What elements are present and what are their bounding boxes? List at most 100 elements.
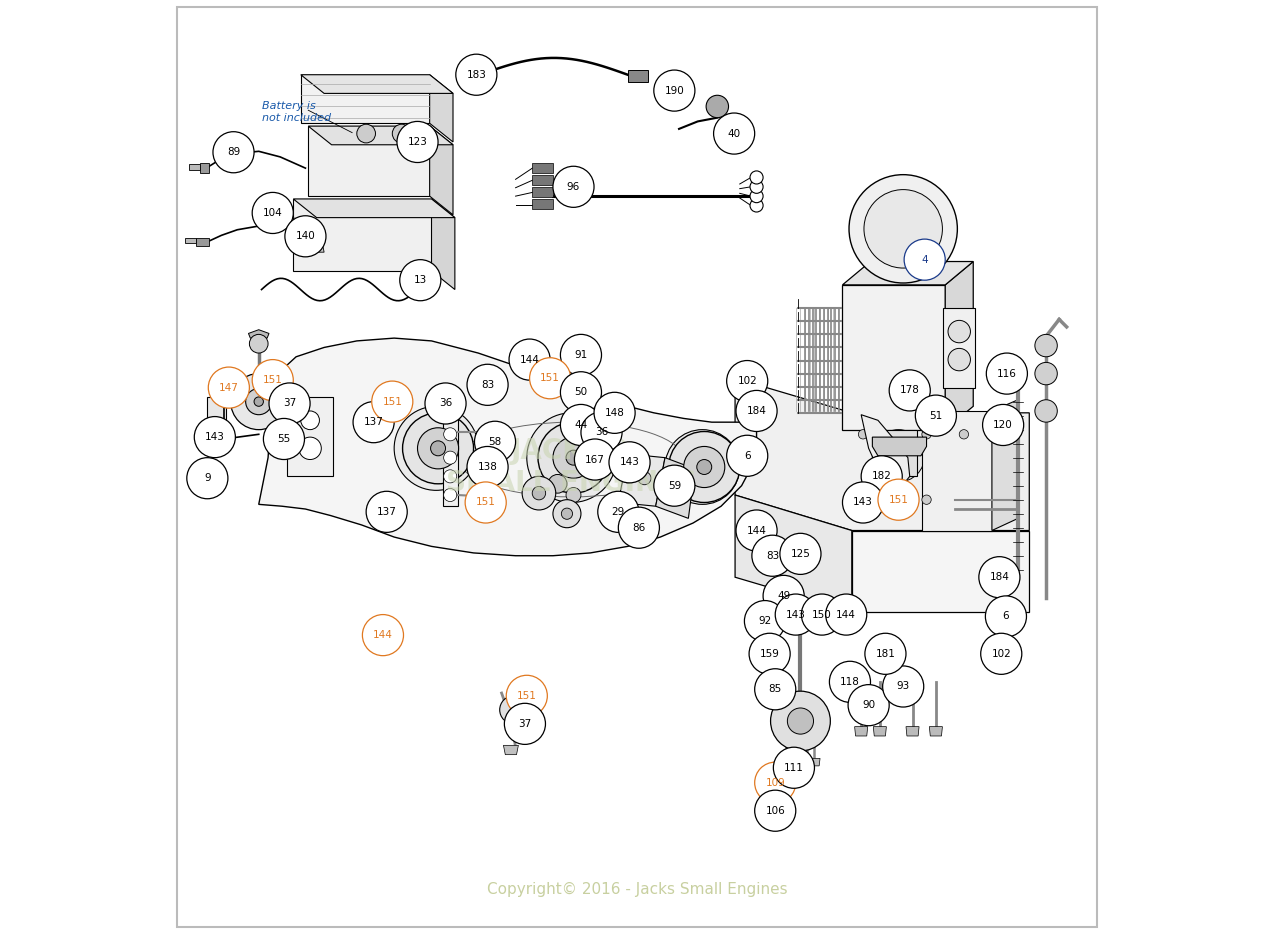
Circle shape [443,428,457,441]
Circle shape [609,442,650,483]
Text: 13: 13 [414,276,427,285]
Circle shape [829,661,870,702]
Polygon shape [185,238,196,243]
Circle shape [506,675,548,716]
Polygon shape [945,262,973,430]
Text: 44: 44 [575,420,587,430]
Text: 123: 123 [408,137,428,147]
Polygon shape [801,758,813,766]
Polygon shape [943,308,975,388]
Circle shape [726,361,768,402]
Circle shape [826,594,866,635]
Text: 151: 151 [262,375,283,385]
Circle shape [553,437,594,478]
Circle shape [561,334,601,375]
Text: 144: 144 [520,355,539,364]
Circle shape [982,404,1024,446]
Circle shape [530,358,571,399]
Circle shape [397,121,438,163]
Polygon shape [489,426,498,437]
Circle shape [213,132,254,173]
Polygon shape [861,415,910,490]
Circle shape [669,432,740,502]
Text: 144: 144 [836,610,856,619]
Polygon shape [852,531,1029,612]
Text: 181: 181 [875,649,896,658]
Circle shape [522,476,555,510]
Polygon shape [443,418,457,506]
Polygon shape [432,199,455,290]
Text: 37: 37 [283,399,296,408]
Polygon shape [735,378,1029,531]
Polygon shape [429,126,454,215]
Text: 184: 184 [990,573,1009,582]
Circle shape [426,383,466,424]
Polygon shape [301,75,429,123]
Text: 118: 118 [840,677,860,686]
Circle shape [357,124,376,143]
Circle shape [883,666,924,707]
Polygon shape [809,758,820,766]
Circle shape [194,417,236,458]
Circle shape [859,495,868,504]
Circle shape [754,790,796,831]
Circle shape [948,320,971,343]
Polygon shape [293,199,432,271]
Circle shape [264,418,304,460]
Circle shape [638,472,651,485]
Text: 120: 120 [994,420,1013,430]
Circle shape [208,367,250,408]
Circle shape [706,95,729,118]
Polygon shape [906,727,919,736]
Circle shape [654,70,694,111]
Polygon shape [293,199,455,218]
Text: 151: 151 [888,495,908,504]
Text: 91: 91 [575,350,587,360]
Circle shape [736,390,777,432]
Text: 109: 109 [766,778,785,787]
Text: 151: 151 [475,498,496,507]
Circle shape [231,374,287,430]
Circle shape [780,533,820,574]
Text: Battery is
not included: Battery is not included [261,101,331,123]
Circle shape [726,435,768,476]
Circle shape [889,370,930,411]
Polygon shape [301,75,454,93]
Circle shape [533,487,545,500]
Text: 151: 151 [382,397,403,406]
Polygon shape [208,397,225,444]
Polygon shape [842,285,945,430]
Text: 178: 178 [899,386,920,395]
Circle shape [566,488,581,502]
Polygon shape [533,175,553,185]
Polygon shape [489,491,498,502]
Polygon shape [533,187,553,197]
Text: JACKS©
SMALL ENGINES: JACKS© SMALL ENGINES [446,437,697,497]
Circle shape [598,491,638,532]
Circle shape [254,397,264,406]
Text: 4: 4 [921,255,927,264]
Circle shape [250,334,268,353]
Circle shape [252,192,293,234]
Circle shape [848,175,957,283]
Text: 167: 167 [585,455,605,464]
Circle shape [581,412,622,453]
Text: 36: 36 [595,428,608,437]
Circle shape [959,430,968,439]
Circle shape [744,601,786,642]
Circle shape [269,383,310,424]
Polygon shape [287,397,334,476]
Text: 148: 148 [605,408,624,417]
Polygon shape [189,164,200,170]
Text: 6: 6 [744,451,750,460]
Text: 151: 151 [540,374,561,383]
Circle shape [750,180,763,193]
Text: 138: 138 [478,462,498,472]
Circle shape [771,691,831,751]
Text: 144: 144 [747,526,767,535]
Text: 143: 143 [786,610,805,619]
Circle shape [985,596,1027,637]
Polygon shape [873,727,887,736]
Text: 96: 96 [567,182,580,191]
Polygon shape [735,495,852,612]
